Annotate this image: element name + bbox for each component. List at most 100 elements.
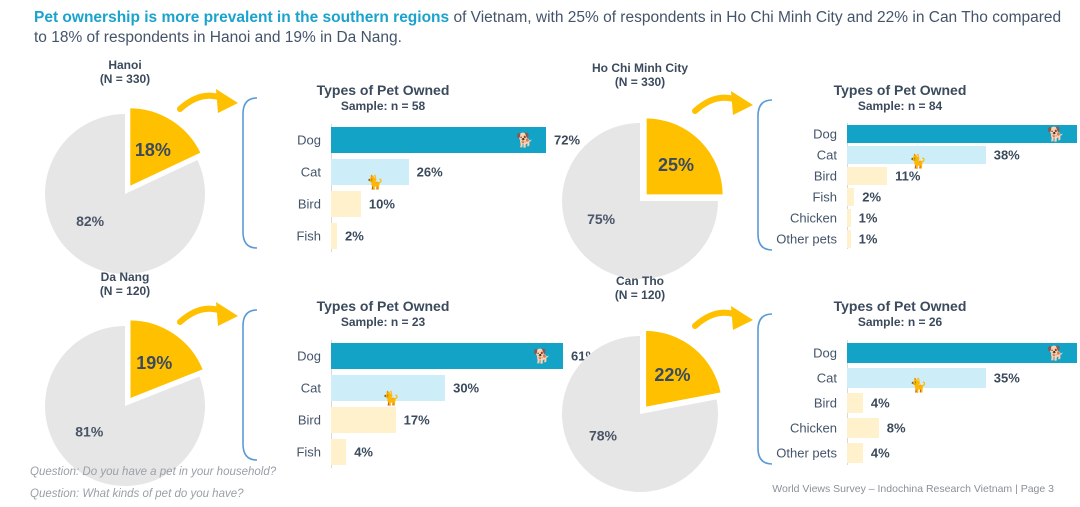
bar-dog [331,343,563,369]
bar-chart-title: Types of Pet Owned Sample: n = 58 [283,82,483,114]
bar-fish [331,439,347,465]
pie-slice-pet-owners [128,318,206,401]
dog-icon: 🐕 [1047,125,1065,142]
cat-icon: 🐈 [365,174,384,190]
pie-slice-pet-owners [128,106,204,189]
bar-chicken [847,417,879,438]
bar-axis-line [331,340,332,468]
bar-value-label: 17% [403,412,430,428]
bar-value-label: 1% [858,231,878,246]
bar-chart-heading: Types of Pet Owned [316,82,450,98]
bar-value-label: 2% [344,228,364,244]
bar-value-label: 4% [354,444,373,460]
city-sample-size: (N = 330) [614,75,666,89]
pie-label-no-pet: 82% [76,213,105,229]
city-sample-size: (N = 330) [99,72,151,86]
bar-value-label: 11% [895,168,921,183]
bar-value-label: 10% [368,196,395,212]
bar-category-label: Fish [812,189,837,204]
bar-bird [331,191,361,217]
pie-label-no-pet: 78% [589,428,618,444]
bar-bird [331,407,396,433]
bar-value-label: 72% [554,132,581,148]
pie-label-pet-owners: 19% [136,353,172,373]
bar-category-label: Bird [813,395,837,410]
bar-category-label: Dog [813,345,837,360]
city-name: Can Tho [616,274,664,288]
pie-slice-no-pet [45,114,206,275]
page-footer: World Views Survey – Indochina Research … [772,483,1054,495]
bar-other-pets [847,229,851,248]
pie-slice-no-pet [562,123,718,279]
bar-category-label: Cat [816,370,837,385]
bar-category-label: Chicken [790,210,837,225]
bar-chart-sample: Sample: n = 23 [340,315,426,329]
city-title: Can Tho (N = 120) [560,274,720,302]
bar-category-label: Cat [300,164,321,180]
pie-label-no-pet: 75% [587,211,616,227]
bar-value-label: 4% [870,445,890,460]
bar-category-label: Dog [297,132,321,148]
bar-cat [847,367,986,388]
cat-icon: 🐈 [909,376,927,393]
bar-chart-sample: Sample: n = 26 [857,315,943,329]
bar-cat [331,159,409,185]
arrow-head-icon [216,89,238,113]
bar-category-label: Cat [816,147,837,162]
bar-dog [847,342,1077,363]
bar-dog [847,124,1077,143]
bar-category-label: Bird [297,412,321,428]
city-name: Da Nang [100,270,150,284]
bar-other-pets [847,442,863,463]
bar-bird [847,392,863,413]
bar-category-label: Chicken [790,420,837,435]
bar-chart-title: Types of Pet Owned Sample: n = 26 [800,298,1000,330]
bar-chart-sample: Sample: n = 84 [857,99,943,113]
bar-category-label: Dog [813,126,837,141]
bar-chart-heading: Types of Pet Owned [833,82,967,98]
headline-highlight: Pet ownership is more prevalent in the s… [34,9,450,26]
bar-value-label: 1% [858,210,878,225]
headline: Pet ownership is more prevalent in the s… [34,8,1064,48]
cat-icon: 🐈 [382,390,400,406]
city-name: Ho Chi Minh City [592,61,688,75]
bar-chart-heading: Types of Pet Owned [316,298,450,314]
pie-label-pet-owners: 25% [658,155,694,175]
bar-category-label: Fish [296,444,321,460]
pie-label-pet-owners: 18% [135,140,171,160]
bar-category-label: Bird [813,168,837,183]
bar-chart-heading: Types of Pet Owned [833,298,967,314]
bar-value-label: 2% [862,189,882,204]
dog-icon: 🐕 [516,132,534,148]
pie-label-pet-owners: 22% [654,365,690,385]
pie-label-no-pet: 81% [75,424,104,440]
bar-category-label: Other pets [776,231,837,246]
bar-axis-line [847,123,848,249]
bar-fish [331,223,337,249]
bracket-divider [242,97,258,249]
bar-chart-sample: Sample: n = 58 [340,99,426,113]
city-sample-size: (N = 120) [99,284,151,298]
bracket-divider [242,309,258,461]
city-name: Hanoi [108,58,142,72]
bar-fish [847,187,855,206]
bar-value-label: 8% [886,420,906,435]
dog-icon: 🐕 [533,348,551,364]
city-title: Ho Chi Minh City (N = 330) [560,61,720,89]
footnote-question-2: Question: What kinds of pet do you have? [30,488,244,500]
pie-slice-pet-owners [644,116,725,197]
pie-slice-no-pet [562,336,718,492]
bar-cat [847,145,986,164]
arrow-head-icon [731,91,753,115]
dog-icon: 🐕 [1047,344,1065,361]
bar-bird [847,166,888,185]
bar-value-label: 38% [993,147,1020,162]
bar-category-label: Other pets [776,445,837,460]
bar-category-label: Fish [296,228,321,244]
city-sample-size: (N = 120) [614,288,666,302]
arrow-head-icon [731,306,753,330]
city-title: Da Nang (N = 120) [45,270,205,298]
